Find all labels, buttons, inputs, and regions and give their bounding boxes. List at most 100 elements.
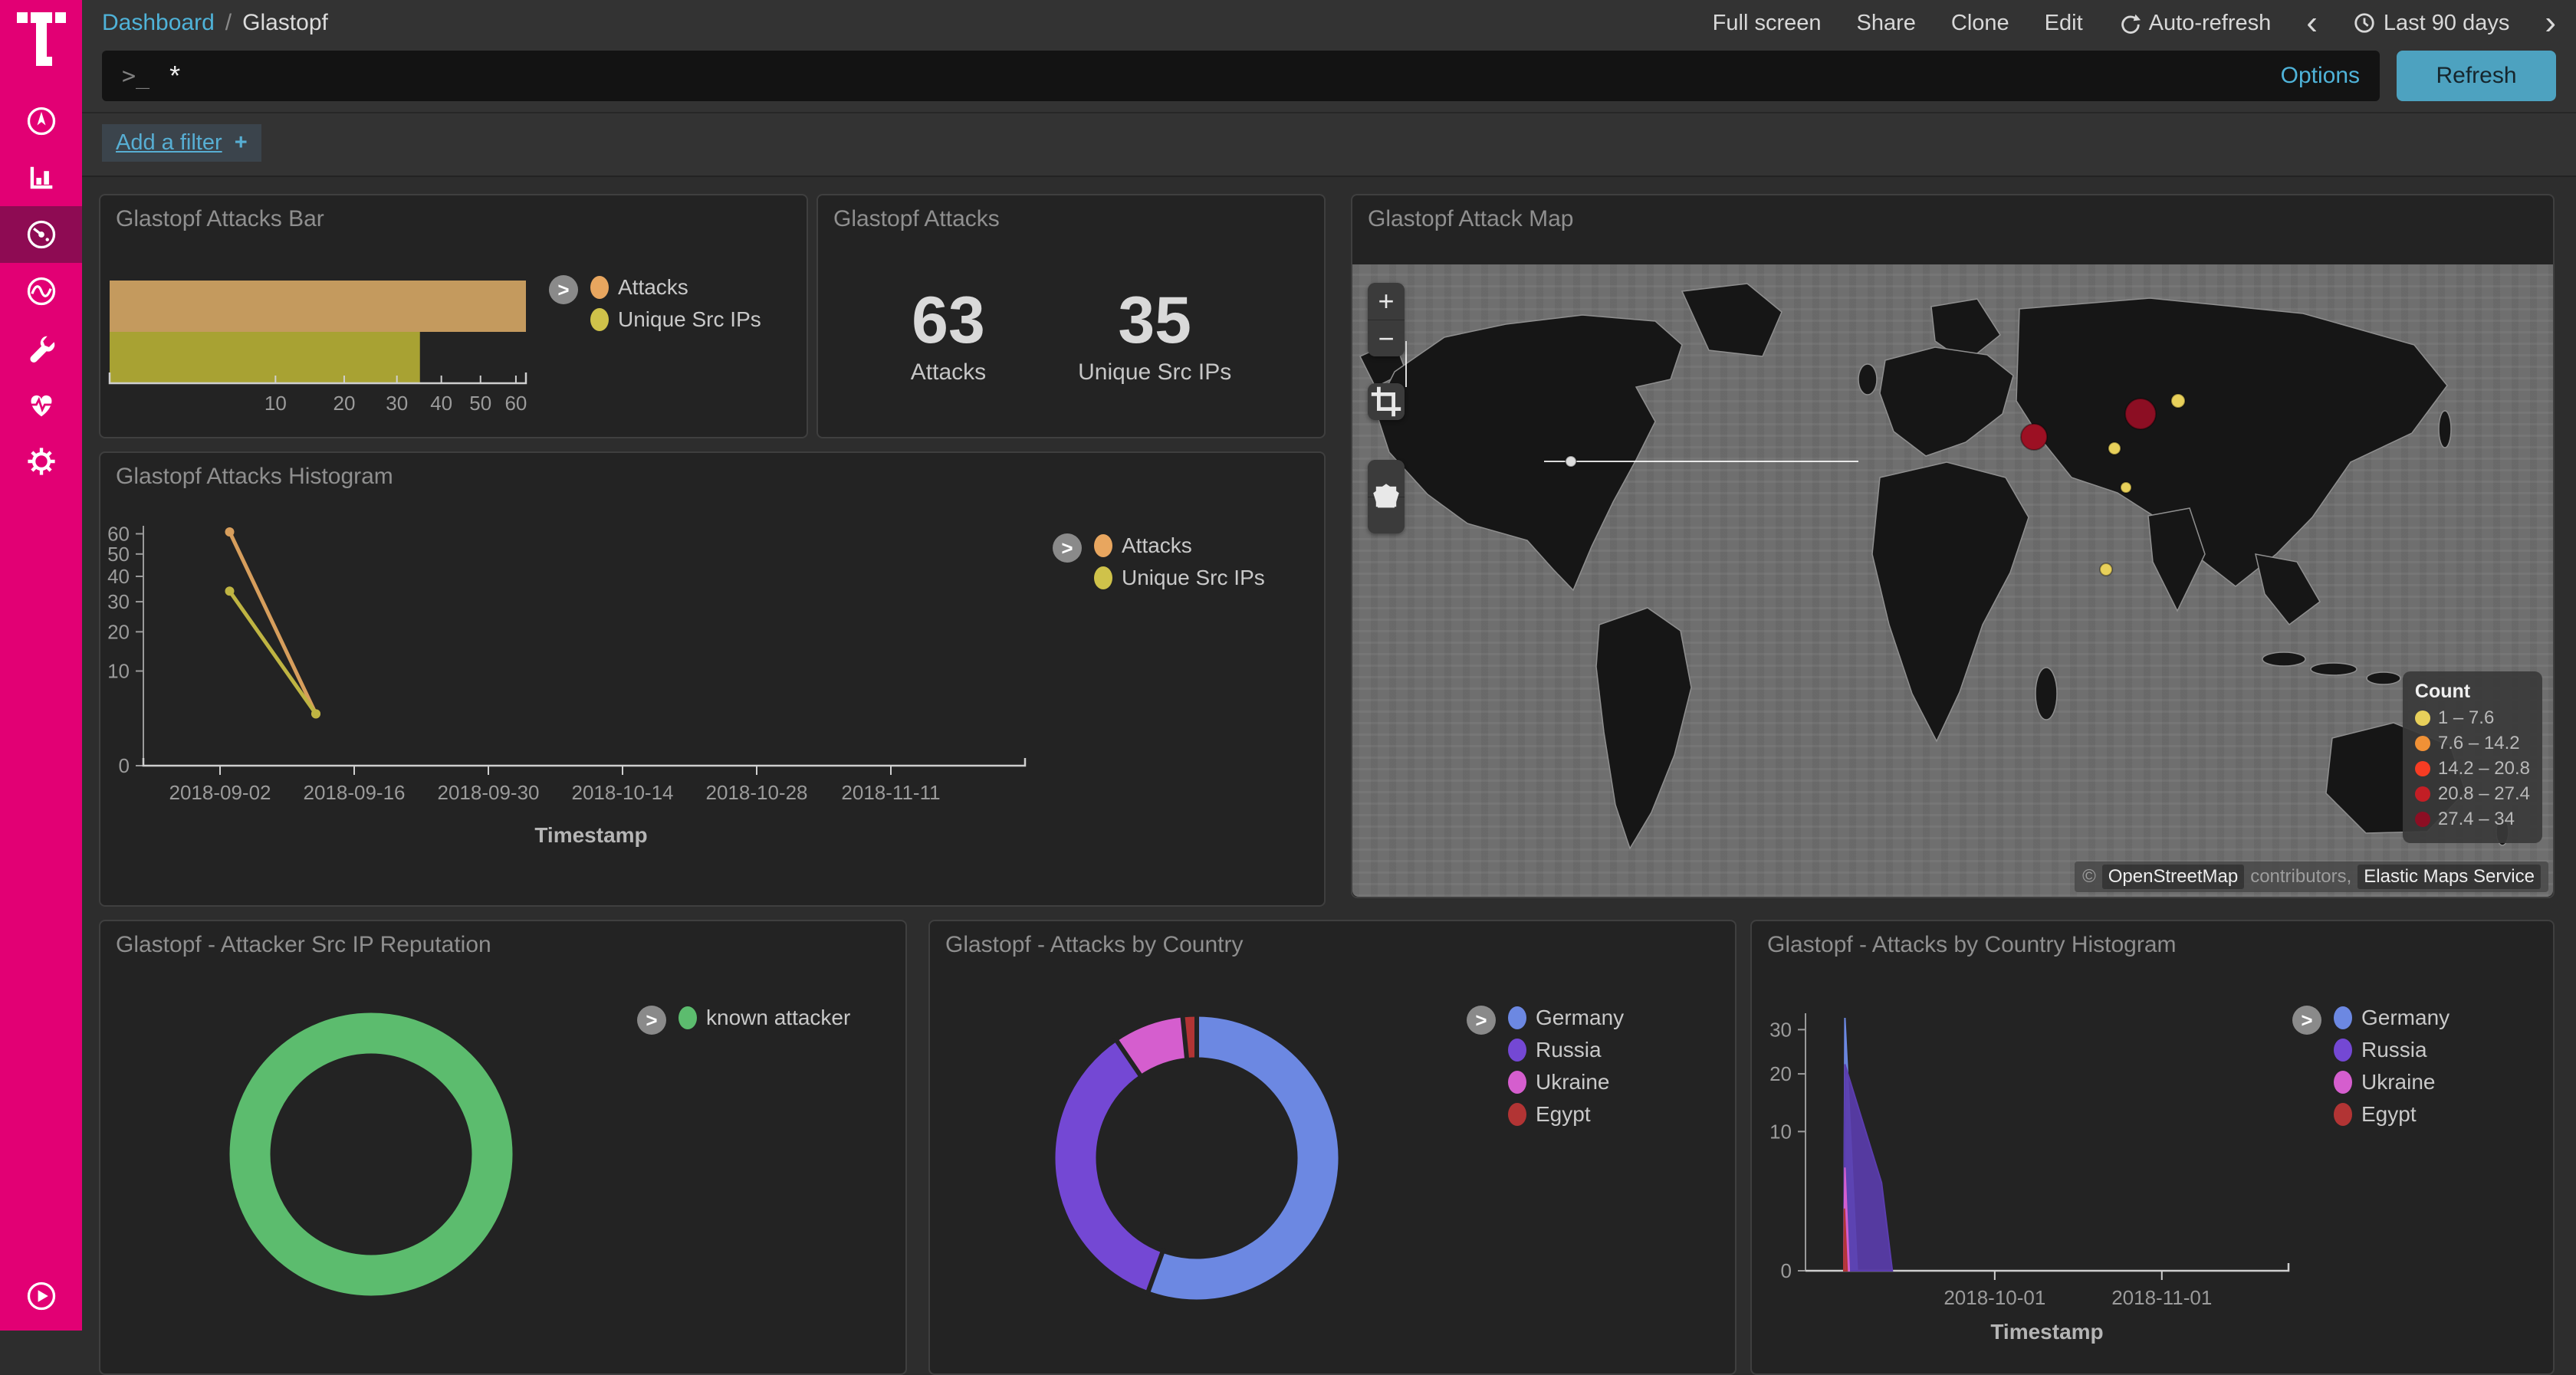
panel-attack-map: Glastopf Attack Map: [1351, 194, 2555, 898]
panel-title: Glastopf - Attacks by Country: [945, 932, 1244, 957]
panel-attacks-bar: Glastopf Attacks Bar 10 20 30 40 50 60 > Atta…: [99, 194, 808, 438]
legend-item-germany[interactable]: Germany: [1508, 1006, 1624, 1030]
breadcrumb-separator: /: [225, 10, 232, 35]
svg-text:2018-10-14: 2018-10-14: [572, 781, 674, 804]
chart-legend: > Germany Russia Ukraine Egypt: [2292, 1006, 2450, 1127]
sidebar-item-management[interactable]: [0, 433, 82, 490]
legend-item-germany[interactable]: Germany: [2334, 1006, 2450, 1030]
breadcrumb-dashboard-link[interactable]: Dashboard: [102, 10, 215, 35]
panel-title: Glastopf Attacks Bar: [116, 206, 324, 231]
sidebar-collapse-button[interactable]: [25, 1279, 58, 1317]
sidebar-item-timelion[interactable]: [0, 263, 82, 320]
svg-text:20: 20: [1769, 1062, 1792, 1085]
query-value: *: [169, 60, 181, 91]
legend-toggle-button[interactable]: >: [637, 1006, 666, 1035]
legend-label: 27.4 – 34: [2437, 809, 2515, 829]
legend-item-known-attacker[interactable]: known attacker: [678, 1006, 850, 1030]
map-draw-rectangle-button[interactable]: [1368, 486, 1405, 533]
map-canvas[interactable]: + −: [1352, 264, 2553, 897]
sidebar-item-monitoring[interactable]: [0, 376, 82, 433]
svg-text:2018-10-01: 2018-10-01: [1944, 1286, 2045, 1309]
openstreetmap-link[interactable]: OpenStreetMap: [2101, 865, 2245, 889]
legend-item-ukraine[interactable]: Ukraine: [2334, 1070, 2450, 1094]
legend-label: Unique Src IPs: [1122, 566, 1265, 589]
legend-item-unique-src-ips[interactable]: Unique Src IPs: [590, 307, 761, 332]
legend-item-unique-src-ips[interactable]: Unique Src IPs: [1094, 566, 1265, 590]
map-fit-bounds-button[interactable]: [1368, 383, 1405, 420]
map-attribution: © OpenStreetMap contributors, Elastic Ma…: [2075, 861, 2548, 892]
legend-label: 20.8 – 27.4: [2437, 783, 2530, 804]
metric-label: Attacks: [910, 359, 987, 385]
share-button[interactable]: Share: [1856, 10, 1916, 35]
time-range-button[interactable]: Last 90 days: [2353, 11, 2509, 36]
legend-toggle-button[interactable]: >: [549, 275, 578, 304]
compass-icon: [27, 107, 55, 136]
svg-text:2018-11-11: 2018-11-11: [841, 781, 940, 804]
attacks-bar-chart[interactable]: 10 20 30 40 50 60: [100, 195, 807, 437]
plus-icon: +: [234, 130, 248, 155]
options-link[interactable]: Options: [2280, 63, 2360, 88]
auto-refresh-button[interactable]: Auto-refresh: [2118, 11, 2271, 36]
query-input[interactable]: >_ * Options: [102, 51, 2380, 101]
legend-item-russia[interactable]: Russia: [1508, 1038, 1624, 1062]
metric-value: 35: [1118, 284, 1192, 357]
legend-item-russia[interactable]: Russia: [2334, 1038, 2450, 1062]
legend-dot: [2414, 710, 2430, 726]
sidebar-item-dev-tools[interactable]: [0, 320, 82, 376]
legend-label: Unique Src IPs: [618, 307, 761, 331]
legend-dot: [590, 276, 609, 299]
svg-text:0: 0: [119, 754, 130, 777]
svg-text:40: 40: [107, 565, 130, 588]
legend-item-egypt[interactable]: Egypt: [2334, 1102, 2450, 1127]
map-zoom-in-button[interactable]: +: [1368, 283, 1405, 320]
reputation-donut-chart[interactable]: [100, 921, 905, 1373]
map-zoom-out-button[interactable]: −: [1368, 320, 1405, 356]
full-screen-button[interactable]: Full screen: [1712, 10, 1822, 35]
svg-text:60: 60: [107, 522, 130, 545]
sidebar-item-visualize[interactable]: [0, 149, 82, 206]
legend-toggle-button[interactable]: >: [1053, 533, 1082, 563]
legend-dot: [1508, 1071, 1526, 1094]
clone-button[interactable]: Clone: [1950, 10, 2009, 35]
svg-text:30: 30: [1769, 1018, 1792, 1041]
heartbeat-icon: [29, 395, 53, 417]
map-legend-title: Count: [2414, 681, 2471, 702]
dashboard-actions-menu: Full screen Share Clone Edit Auto-refres…: [1713, 6, 2556, 40]
country-histogram-chart[interactable]: 0 10 20 30 2018-10-01 2018-11-01 Timestamp: [1752, 921, 2553, 1373]
sidebar-item-dashboard[interactable]: [0, 206, 82, 263]
legend-dot: [1094, 566, 1112, 589]
edit-button[interactable]: Edit: [2044, 10, 2083, 35]
add-filter-link[interactable]: Add a filter +: [102, 124, 261, 162]
legend-item-attacks[interactable]: Attacks: [590, 275, 761, 300]
panel-title: Glastopf Attacks Histogram: [116, 464, 393, 489]
world-map: [1359, 283, 2509, 850]
legend-item-ukraine[interactable]: Ukraine: [1508, 1070, 1624, 1094]
sidebar-item-discover[interactable]: [0, 93, 82, 149]
legend-label: Ukraine: [1536, 1070, 1610, 1094]
legend-item-egypt[interactable]: Egypt: [1508, 1102, 1624, 1127]
refresh-button[interactable]: Refresh: [2397, 51, 2556, 101]
legend-label: Russia: [1536, 1038, 1602, 1062]
metric-value: 63: [912, 284, 985, 357]
time-forward-button[interactable]: ›: [2545, 4, 2556, 41]
play-circle-icon: [27, 1281, 55, 1311]
legend-dot: [2334, 1039, 2352, 1062]
legend-item-attacks[interactable]: Attacks: [1094, 533, 1265, 558]
country-donut-chart[interactable]: [930, 921, 1735, 1373]
svg-text:10: 10: [264, 392, 287, 415]
panel-country-histogram: Glastopf - Attacks by Country Histogram …: [1750, 920, 2555, 1375]
svg-text:2018-11-01: 2018-11-01: [2111, 1286, 2212, 1309]
elastic-maps-service-link[interactable]: Elastic Maps Service: [2358, 865, 2541, 889]
legend-toggle-button[interactable]: >: [2292, 1006, 2321, 1035]
breadcrumb: Dashboard / Glastopf: [102, 10, 328, 36]
legend-dot: [2414, 812, 2430, 827]
legend-label: Attacks: [618, 275, 688, 299]
panel-title: Glastopf - Attacks by Country Histogram: [1767, 932, 2177, 957]
chart-legend: > known attacker: [637, 1006, 850, 1035]
legend-dot: [1094, 534, 1112, 557]
telekom-logo[interactable]: [16, 12, 66, 71]
legend-toggle-button[interactable]: >: [1467, 1006, 1496, 1035]
time-back-button[interactable]: ‹: [2306, 4, 2318, 41]
legend-dot: [1508, 1103, 1526, 1126]
